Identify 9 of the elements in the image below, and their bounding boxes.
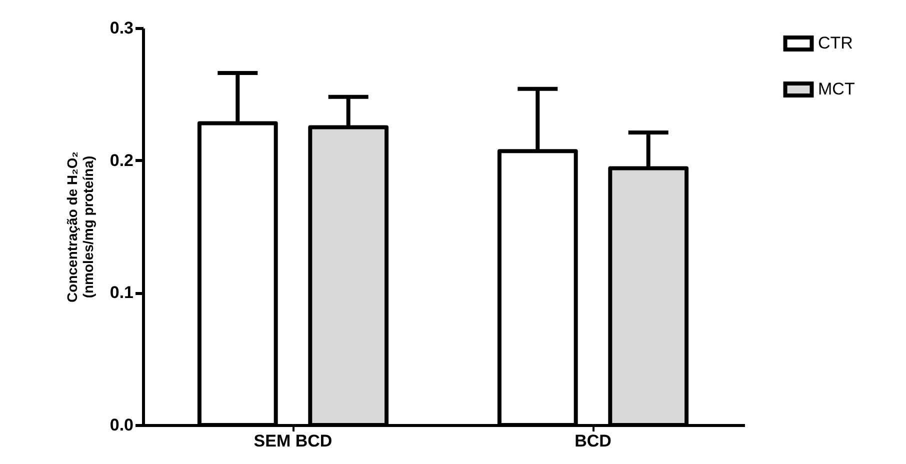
legend-label: CTR: [818, 34, 853, 52]
y-tick-label: 0.3: [110, 18, 134, 38]
y-tick-label: 0.1: [110, 283, 134, 302]
x-tick-label: SEM BCD: [254, 432, 332, 450]
y-axis-title: Concentração de H₂O₂ (nmoles/mg proteína): [64, 152, 96, 302]
y-tick-label: 0.2: [110, 150, 134, 170]
x-tick-label: BCD: [574, 432, 612, 450]
legend-label: MCT: [818, 80, 855, 98]
y-tick-label: 0.0: [110, 416, 134, 434]
